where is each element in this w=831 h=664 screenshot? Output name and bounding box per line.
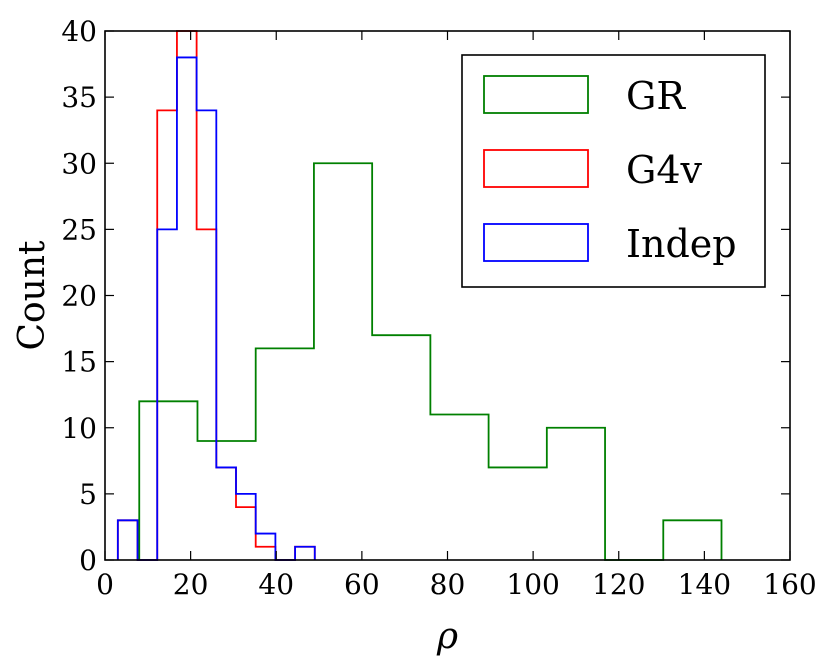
x-tick-label: 80 bbox=[430, 568, 466, 601]
y-axis-label: Count bbox=[12, 240, 53, 351]
y-tick-label: 30 bbox=[61, 147, 97, 180]
x-tick-label: 100 bbox=[506, 568, 559, 601]
legend: GR G4v Indep bbox=[461, 54, 766, 288]
y-tick-label: 20 bbox=[61, 280, 97, 313]
legend-label-indep: Indep bbox=[626, 222, 737, 266]
series-indep-outline bbox=[116, 56, 316, 561]
x-axis-label: ρ bbox=[436, 616, 458, 657]
y-tick-label: 0 bbox=[79, 544, 97, 577]
y-tick-label: 25 bbox=[61, 213, 97, 246]
x-tick-label: 140 bbox=[678, 568, 731, 601]
y-tick-label: 10 bbox=[61, 412, 97, 445]
legend-swatch-g4v bbox=[483, 149, 589, 188]
y-tick-label: 5 bbox=[79, 478, 97, 511]
legend-swatch-indep bbox=[483, 223, 589, 262]
y-tick-label: 35 bbox=[61, 81, 97, 114]
y-tick-label: 15 bbox=[61, 346, 97, 379]
legend-label-gr: GR bbox=[626, 74, 686, 118]
x-tick-label: 0 bbox=[96, 568, 114, 601]
x-tick-label: 60 bbox=[344, 568, 380, 601]
legend-swatch-gr bbox=[483, 75, 589, 114]
x-tick-label: 120 bbox=[592, 568, 645, 601]
ticks-layer: 0 20 40 60 80 100 120 140 160 0 5 10 15 20 25 30 35 40 bbox=[61, 15, 816, 601]
y-tick-label: 40 bbox=[61, 15, 97, 48]
x-tick-label: 20 bbox=[173, 568, 209, 601]
x-tick-label: 40 bbox=[258, 568, 294, 601]
x-tick-label: 160 bbox=[763, 568, 816, 601]
legend-box bbox=[461, 54, 766, 288]
legend-label-g4v: G4v bbox=[626, 148, 703, 192]
